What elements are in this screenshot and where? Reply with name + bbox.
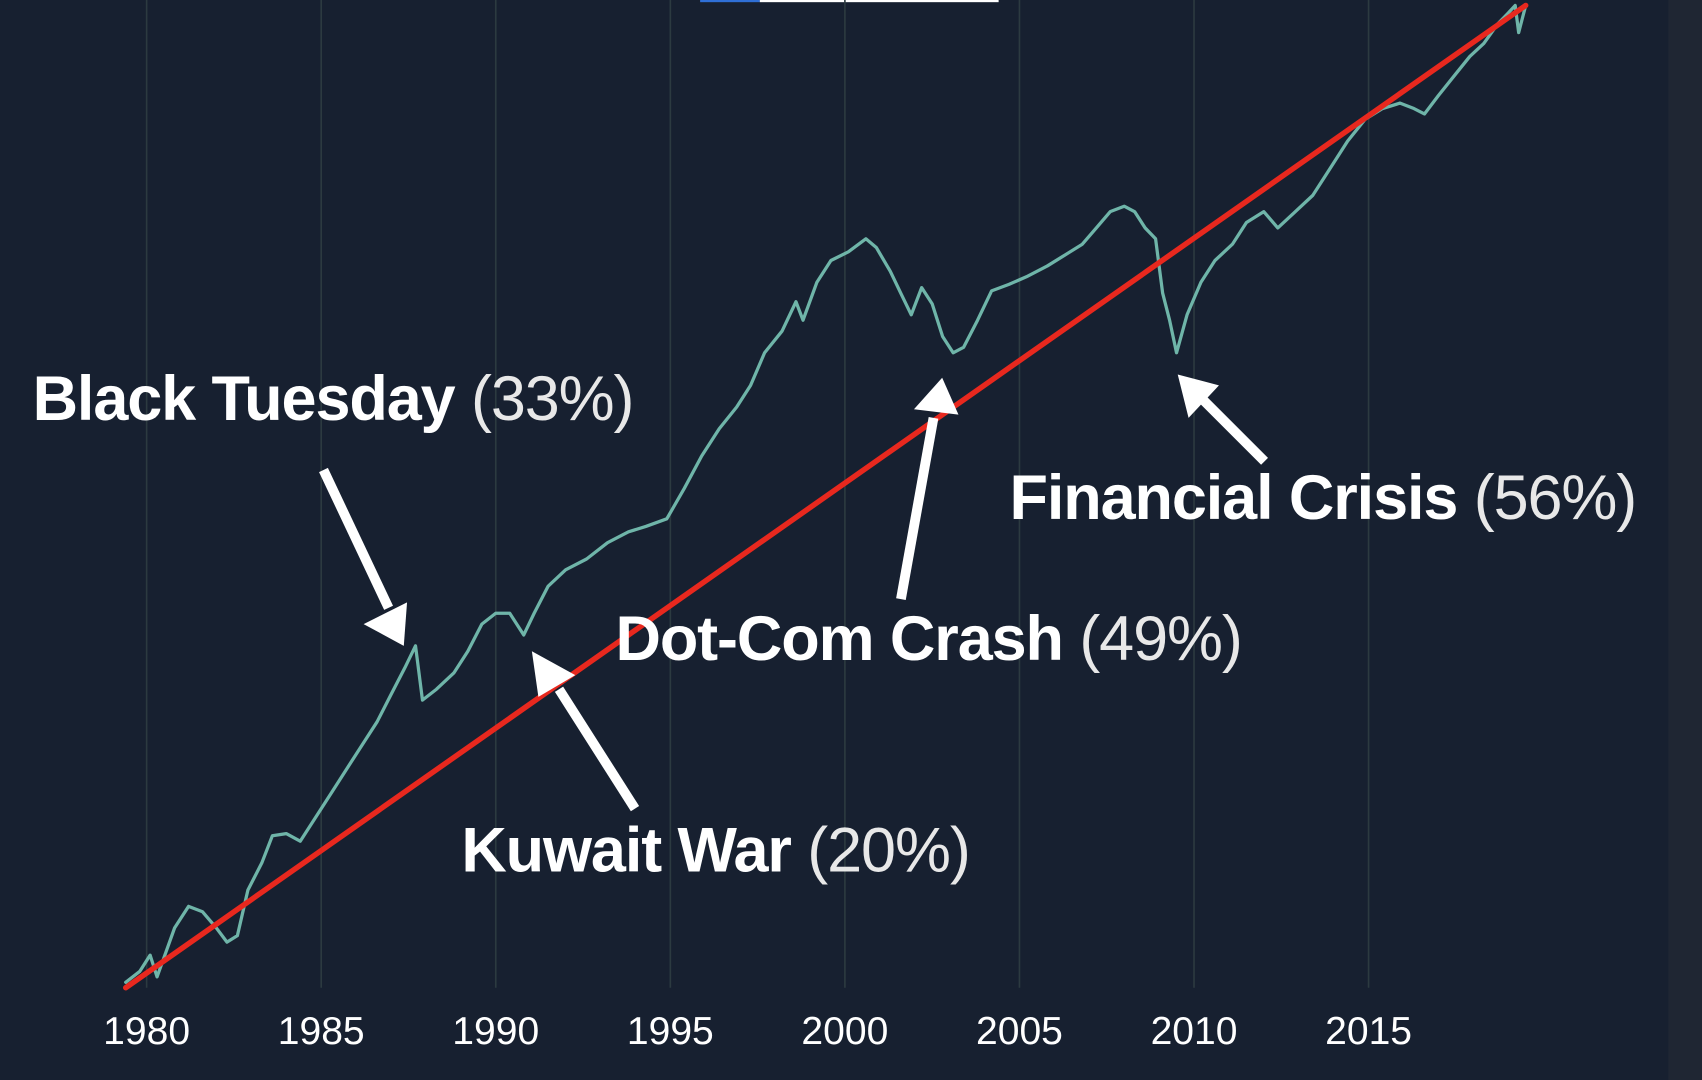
arrow-head (363, 602, 408, 646)
x-tick-label: 1995 (627, 1010, 714, 1053)
series-line (124, 3, 1528, 984)
annotation-value: (20%) (807, 816, 969, 886)
annotation-label: Kuwait War (461, 816, 791, 886)
annotation: Financial Crisis (56%) (1009, 463, 1636, 533)
top-bar (700, 0, 760, 3)
x-tick-label: 2000 (801, 1010, 888, 1053)
annotation-value: (33%) (471, 364, 633, 434)
x-tick-label: 2010 (1151, 1010, 1238, 1053)
annotation-label: Dot-Com Crash (615, 604, 1062, 674)
arrow-head (1177, 374, 1219, 418)
x-tick-label: 2015 (1325, 1010, 1412, 1053)
arrow-head (531, 651, 576, 697)
top-bar (759, 0, 999, 3)
arrow-head (913, 377, 959, 415)
trend-line (122, 2, 1529, 991)
arrow (896, 417, 939, 601)
plot (122, 2, 1529, 991)
annotation-value: (56%) (1474, 463, 1636, 533)
annotations (319, 374, 1269, 812)
x-tick-label: 1990 (452, 1010, 539, 1053)
arrow (554, 686, 640, 812)
grid (145, 0, 1370, 988)
arrow (319, 467, 394, 610)
annotation: Black Tuesday (33%) (33, 364, 634, 434)
arrow (1195, 392, 1269, 465)
x-tick-label: 1980 (103, 1010, 190, 1053)
annotation: Dot-Com Crash (49%) (615, 604, 1241, 674)
annotation-label: Financial Crisis (1009, 463, 1457, 533)
x-tick-label: 2005 (976, 1010, 1063, 1053)
side-strip (1668, 0, 1702, 1080)
annotation-value: (49%) (1079, 604, 1241, 674)
x-tick-label: 1985 (278, 1010, 365, 1053)
annotation: Kuwait War (20%) (461, 816, 969, 886)
annotation-label: Black Tuesday (33, 364, 456, 434)
